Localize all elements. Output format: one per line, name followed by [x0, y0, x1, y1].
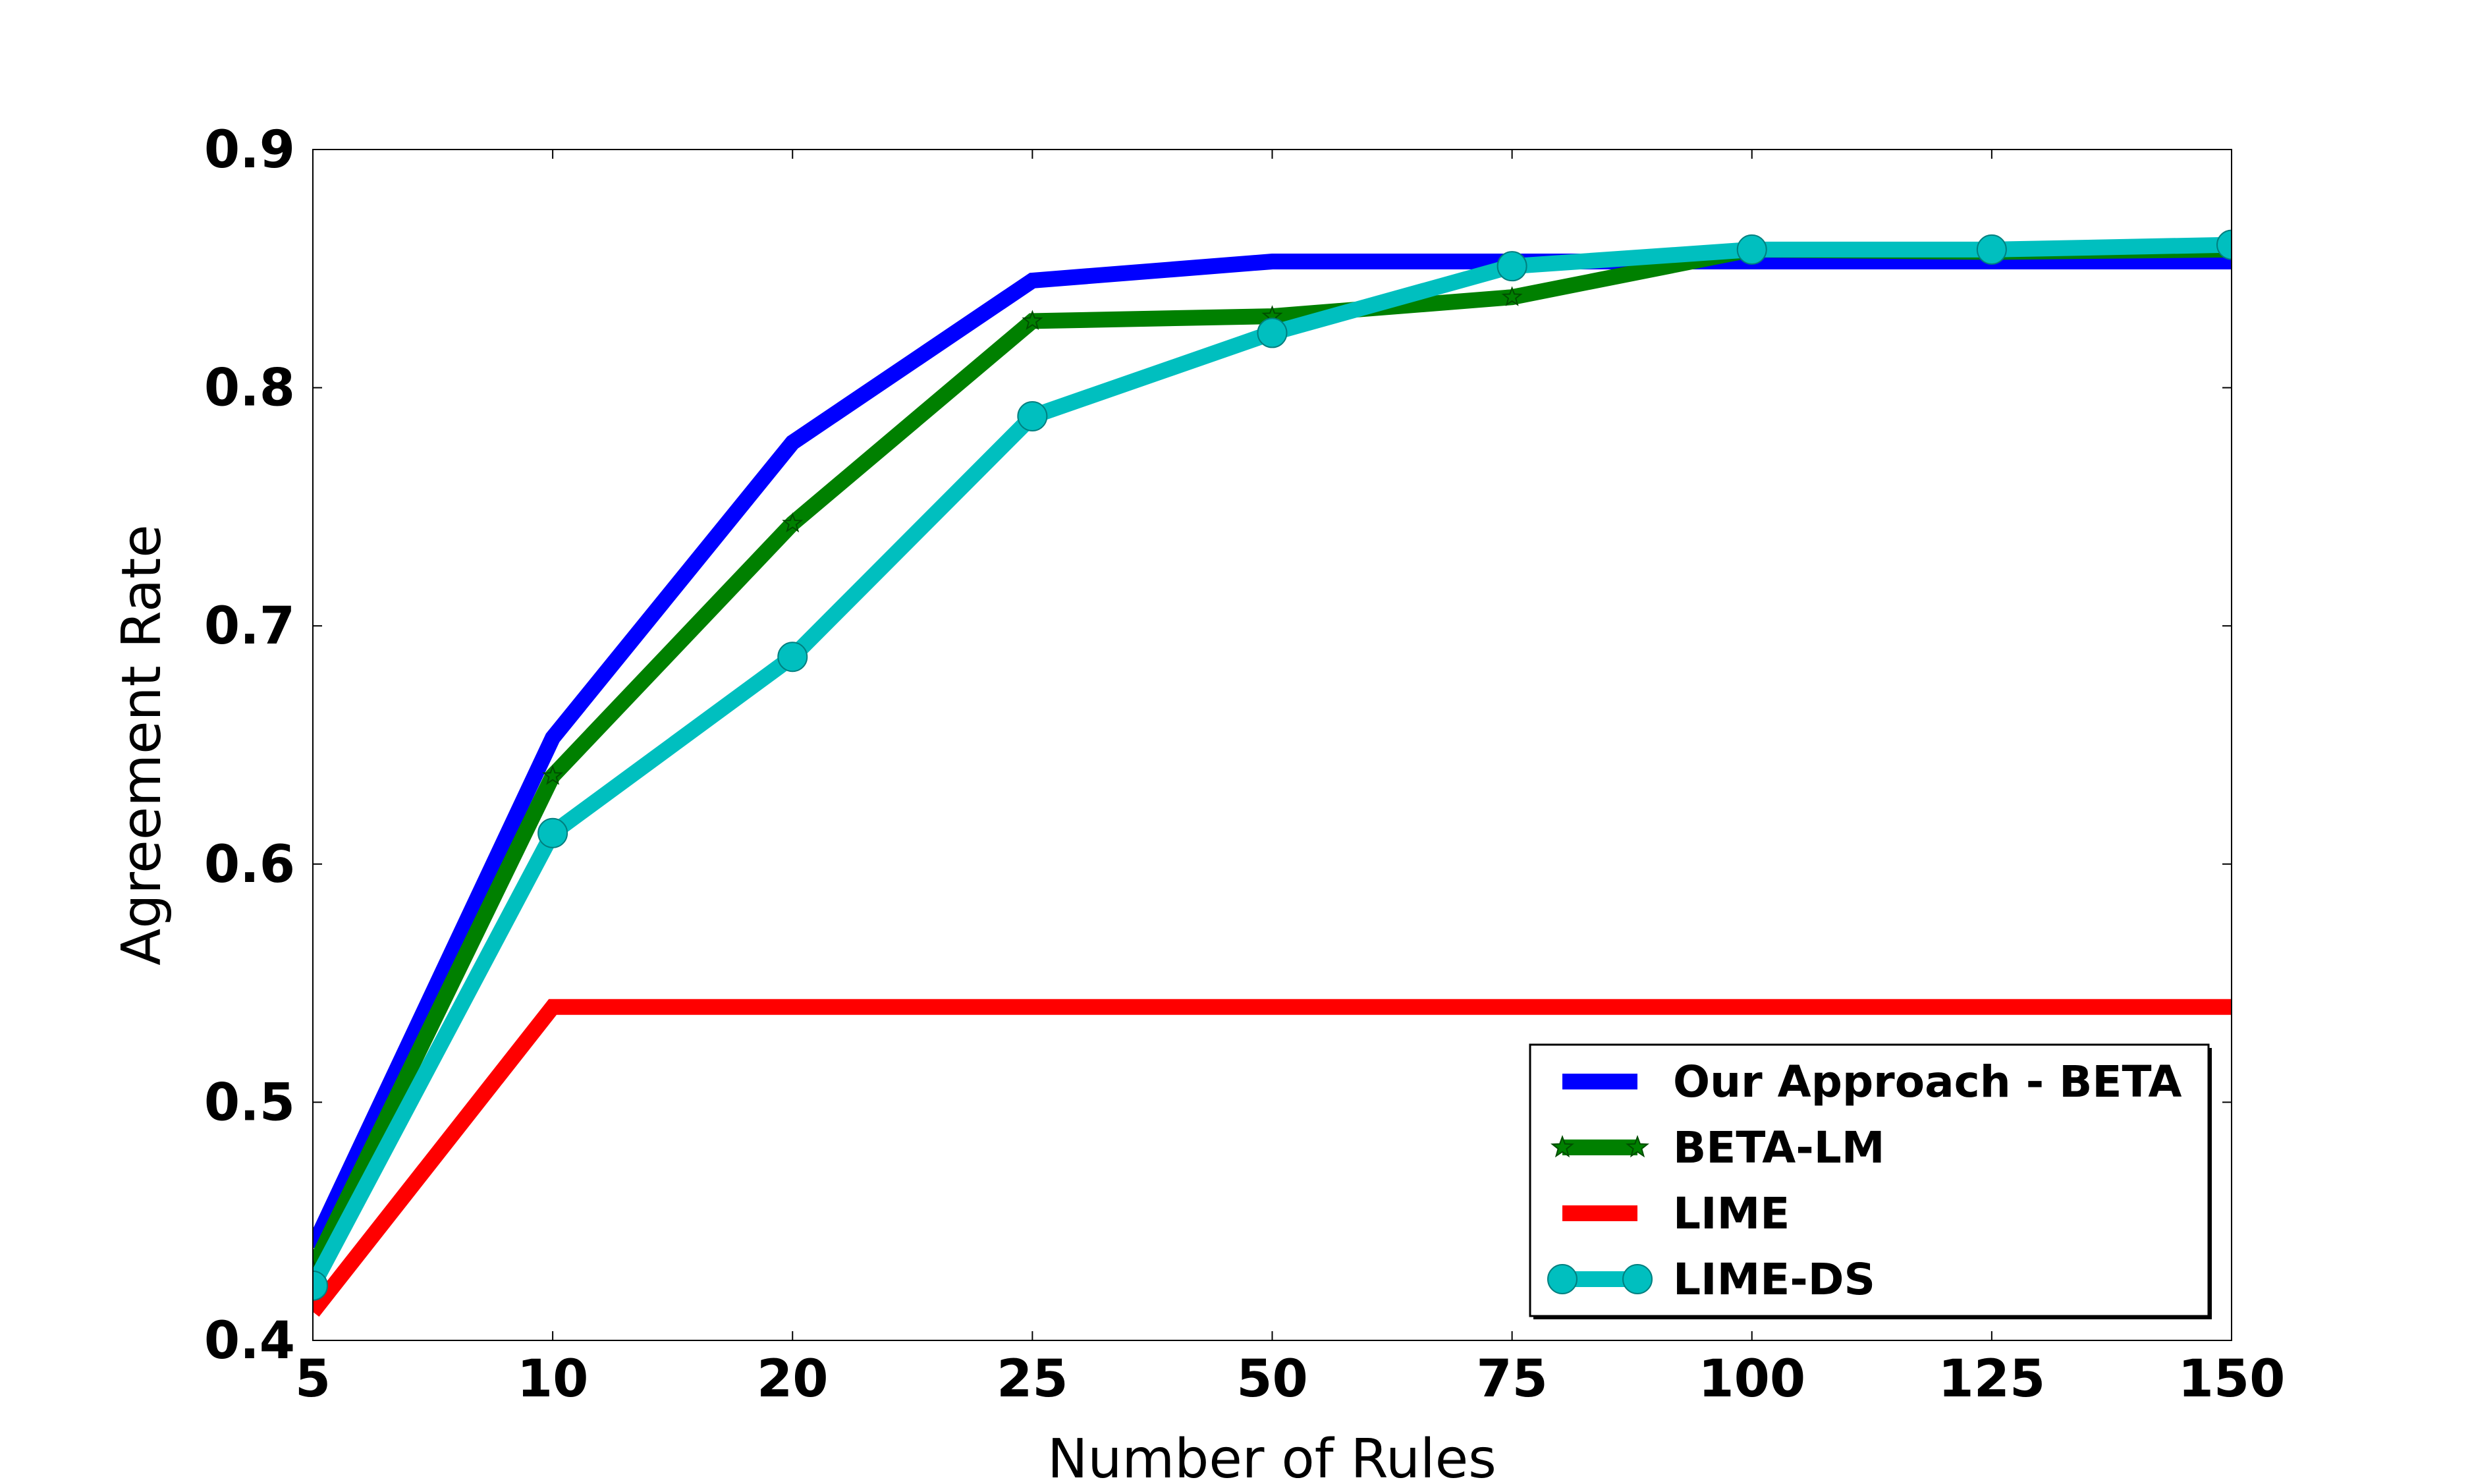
- y-axis-title: Agreement Rate: [111, 524, 173, 966]
- legend-marker-lime-ds: [1622, 1264, 1653, 1294]
- x-tick-labels: 5 10 20 25 50 75 100 125 150: [295, 1350, 2286, 1409]
- data-point-lime-ds: [1257, 317, 1288, 348]
- x-tick-label: 5: [295, 1350, 331, 1409]
- x-tick-label: 50: [1236, 1350, 1308, 1409]
- data-point-lime-ds: [2216, 229, 2232, 260]
- data-point-lime-ds: [1976, 234, 2007, 265]
- y-tick-label: 0.4: [204, 1311, 295, 1371]
- y-tick-labels: 0.4 0.5 0.6 0.7 0.8 0.9: [204, 121, 295, 1371]
- ticks-layer: [312, 149, 2232, 1341]
- data-point-beta-lm: [1022, 310, 1043, 331]
- y-tick-label: 0.8: [204, 359, 295, 418]
- data-point-lime-ds: [537, 817, 568, 848]
- data-point-lime-ds: [1736, 234, 1767, 265]
- series-line-our-approach-beta: [313, 254, 2232, 1251]
- y-tick-label: 0.7: [204, 597, 295, 656]
- legend-marker-beta-lm: [1551, 1135, 1574, 1158]
- legend-label-beta-lm: BETA-LM: [1673, 1122, 1885, 1173]
- data-point-lime-ds: [313, 1270, 328, 1301]
- x-tick-label: 100: [1698, 1350, 1805, 1409]
- data-point-lime-ds: [1496, 251, 1527, 282]
- legend-marker-lime-ds: [1547, 1264, 1578, 1294]
- x-tick-label: 75: [1476, 1350, 1548, 1409]
- data-point-beta-lm: [542, 765, 564, 785]
- series-layer: [313, 229, 2232, 1317]
- y-tick-label: 0.6: [204, 835, 295, 894]
- legend-entries: Our Approach - BETA BETA-LM LIME LIME-DS: [1547, 1057, 2182, 1305]
- x-tick-label: 25: [997, 1350, 1068, 1409]
- data-point-beta-lm: [1501, 286, 1523, 306]
- x-tick-label: 10: [517, 1350, 589, 1409]
- x-tick-label: 150: [2178, 1350, 2286, 1409]
- x-tick-label: 125: [1938, 1350, 2045, 1409]
- y-tick-label: 0.9: [204, 121, 295, 180]
- legend: Our Approach - BETA BETA-LM LIME LIME-DS: [1529, 1043, 2212, 1319]
- legend-label-lime: LIME: [1673, 1188, 1790, 1239]
- series-line-lime: [313, 999, 2232, 1317]
- legend-label-our-approach-beta: Our Approach - BETA: [1673, 1057, 2182, 1107]
- legend-marker-beta-lm: [1626, 1135, 1649, 1158]
- y-tick-label: 0.5: [204, 1073, 295, 1132]
- legend-label-lime-ds: LIME-DS: [1673, 1254, 1875, 1305]
- data-point-beta-lm: [782, 512, 804, 533]
- series-group: [313, 229, 2232, 1317]
- data-point-lime-ds: [1017, 400, 1048, 431]
- x-tick-label: 20: [757, 1350, 829, 1409]
- data-point-lime-ds: [777, 642, 808, 673]
- x-axis-title: Number of Rules: [1047, 1428, 1496, 1484]
